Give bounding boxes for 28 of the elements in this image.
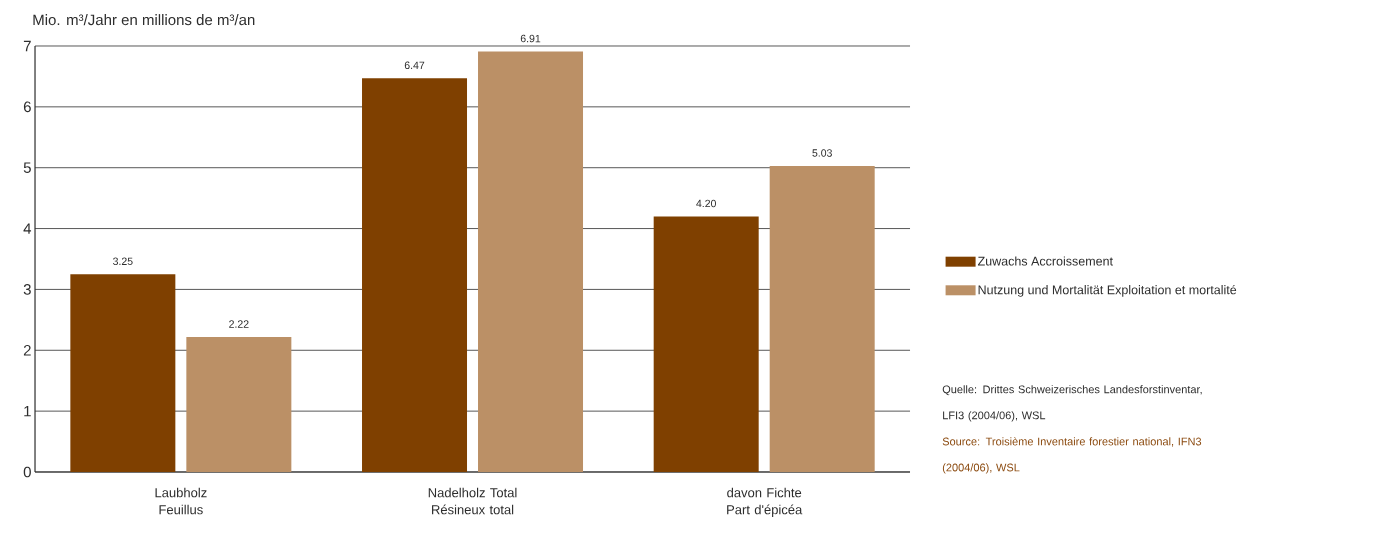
- y-tick-label: 4: [23, 223, 32, 234]
- bar: [70, 274, 176, 472]
- data-label: 2.22: [229, 320, 249, 328]
- x-tick-label: davon Fichte Part d'épicéa: [727, 487, 803, 517]
- data-label: 3.25: [113, 257, 133, 266]
- text: Source: Troisième Inventaire forestier national, IFN3 (2004/06), WSL: [942, 437, 1202, 474]
- bar: [362, 78, 468, 472]
- data-label: 5.03: [812, 149, 832, 157]
- y-tick-label: 5: [23, 162, 31, 173]
- bar: [478, 51, 584, 472]
- bar: [769, 165, 875, 472]
- bar: [186, 336, 292, 472]
- y-tick-label: 6: [23, 101, 31, 113]
- y-axis-title: Mio. m³/Jahr en millions de m³/an: [33, 14, 255, 26]
- y-tick-label: 3: [23, 284, 31, 295]
- y-tick-label: 1: [24, 405, 31, 417]
- data-label: 6.47: [404, 61, 425, 70]
- x-tick-label: Nadelholz Total Résineux total: [428, 487, 517, 515]
- legend-label: Nutzung und Mortalität Exploitation et mortalité: [978, 284, 1237, 297]
- text: Quelle: Drittes Schweizerisches Landesforstinventar, LFI3 (2004/06), WSL: [942, 385, 1202, 422]
- bar: [653, 216, 759, 472]
- x-tick-label: Laubholz Feuillus: [155, 487, 207, 515]
- y-tick-label: 0: [23, 466, 31, 478]
- legend-label: Zuwachs Accroissement: [977, 256, 1113, 266]
- y-tick-label: 7: [23, 40, 31, 52]
- y-tick-label: 2: [23, 345, 31, 356]
- data-label: 4.20: [696, 199, 716, 208]
- data-label: 6.91: [520, 34, 541, 43]
